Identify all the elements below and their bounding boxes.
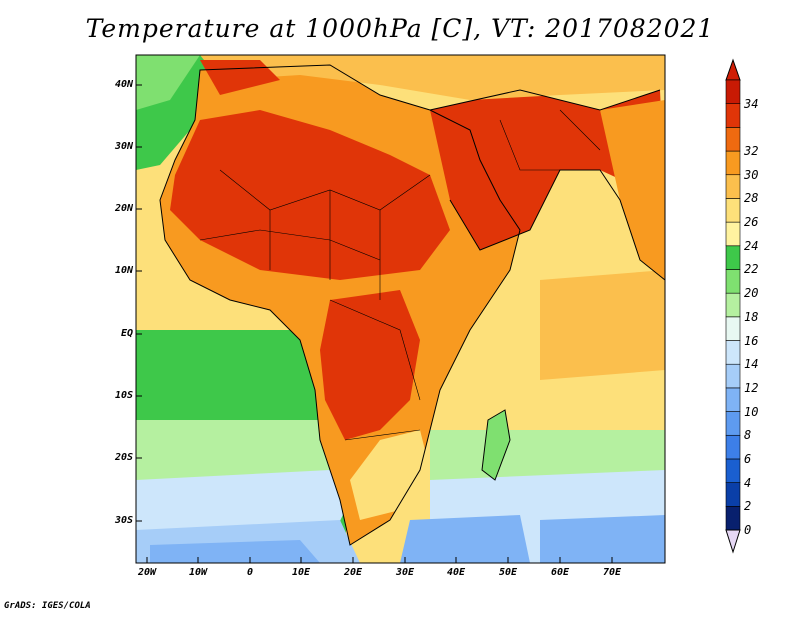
colorbar-level-label: 30 xyxy=(744,167,759,182)
colorbar-swatch xyxy=(725,434,741,460)
colorbar-swatch xyxy=(725,340,741,365)
lat-label: 20N xyxy=(114,203,133,214)
coastline-middle-east xyxy=(429,89,661,111)
axis-ticks xyxy=(136,84,613,563)
lat-label: 30N xyxy=(114,141,133,152)
lon-label: 70E xyxy=(602,567,622,578)
coastline-africa xyxy=(159,64,521,546)
colorbar-level-label: 4 xyxy=(744,475,752,490)
colorbar-level-label: 6 xyxy=(744,451,752,466)
temperature-field xyxy=(136,55,665,563)
colorbar-over-triangle xyxy=(725,58,741,81)
ocean-arabian-warm xyxy=(540,270,665,380)
land-central-hot xyxy=(320,290,420,440)
lon-label: 60E xyxy=(550,567,570,578)
colorbar-level-label: 14 xyxy=(744,357,759,372)
colorbar-swatch xyxy=(725,482,741,507)
colorbar-level-label: 24 xyxy=(744,238,759,253)
lat-label: 10S xyxy=(114,390,133,401)
land-europe-strip xyxy=(200,55,665,100)
colorbar-level-label: 34 xyxy=(744,96,759,111)
ocean-north-atlantic-light xyxy=(136,55,200,110)
lat-label: 20S xyxy=(114,452,133,463)
colorbar-level-label: 12 xyxy=(744,380,759,395)
colorbar-level-label: 28 xyxy=(744,191,759,206)
colorbar-swatch xyxy=(725,363,741,389)
lon-label: 40E xyxy=(446,567,466,578)
lon-label: 10W xyxy=(188,567,208,578)
colorbar-swatch xyxy=(725,79,741,104)
lat-label: 10N xyxy=(114,265,133,276)
colorbar-swatch xyxy=(725,269,741,294)
colorbar-swatch xyxy=(725,506,741,531)
land-madagascar xyxy=(482,410,510,480)
lon-label: 20W xyxy=(137,567,157,578)
colorbar-level-label: 18 xyxy=(744,309,759,324)
political-borders xyxy=(199,109,601,441)
coastline-madagascar xyxy=(481,409,511,481)
colorbar-swatch xyxy=(725,174,741,199)
lon-label: 20E xyxy=(343,567,363,578)
colorbar-swatch xyxy=(725,127,741,152)
colorbar-swatch xyxy=(725,245,741,270)
lat-label: EQ xyxy=(120,328,133,339)
coastline-arabia-india xyxy=(449,169,665,281)
ocean-south-coldest xyxy=(150,540,320,563)
lon-label: 30E xyxy=(395,567,415,578)
lon-label: 0 xyxy=(246,567,254,578)
credit-text: GrADS: IGES/COLA xyxy=(4,601,91,611)
colorbar-swatch xyxy=(725,292,741,318)
map-title: Temperature at 1000hPa [C], VT: 20170820… xyxy=(85,14,715,43)
colorbar-swatch xyxy=(725,150,741,176)
colorbar-level-label: 32 xyxy=(744,144,759,159)
ocean-south-indian-blue xyxy=(400,515,530,563)
colorbar-level-label: 26 xyxy=(744,215,759,230)
land-india xyxy=(600,100,665,280)
colorbar-level-label: 2 xyxy=(744,499,752,514)
colorbar-swatch xyxy=(725,316,741,341)
colorbar-swatch xyxy=(725,221,741,247)
colorbar-level-label: 0 xyxy=(744,523,752,537)
colorbar-level-label: 10 xyxy=(744,404,759,419)
lat-label: 40N xyxy=(114,79,133,90)
colorbar-level-label: 8 xyxy=(744,428,752,443)
colorbar-level-label: 16 xyxy=(744,333,759,348)
land-southeast-mild xyxy=(350,430,430,520)
lon-label: 10E xyxy=(291,567,311,578)
colorbar-swatch xyxy=(725,458,741,483)
lon-label: 50E xyxy=(498,567,518,578)
colorbar-under-triangle xyxy=(725,529,741,554)
plot-frame xyxy=(135,54,666,564)
lat-label: 30S xyxy=(114,515,133,526)
colorbar-swatch xyxy=(725,103,741,128)
colorbar-level-label: 20 xyxy=(744,286,759,301)
colorbar-swatch xyxy=(725,387,741,412)
colorbar-swatch xyxy=(725,411,741,436)
colorbar-level-label: 22 xyxy=(744,262,759,277)
ocean-south-indian-blue2 xyxy=(540,515,665,563)
colorbar-swatch xyxy=(725,198,741,223)
colorbar xyxy=(725,58,741,554)
